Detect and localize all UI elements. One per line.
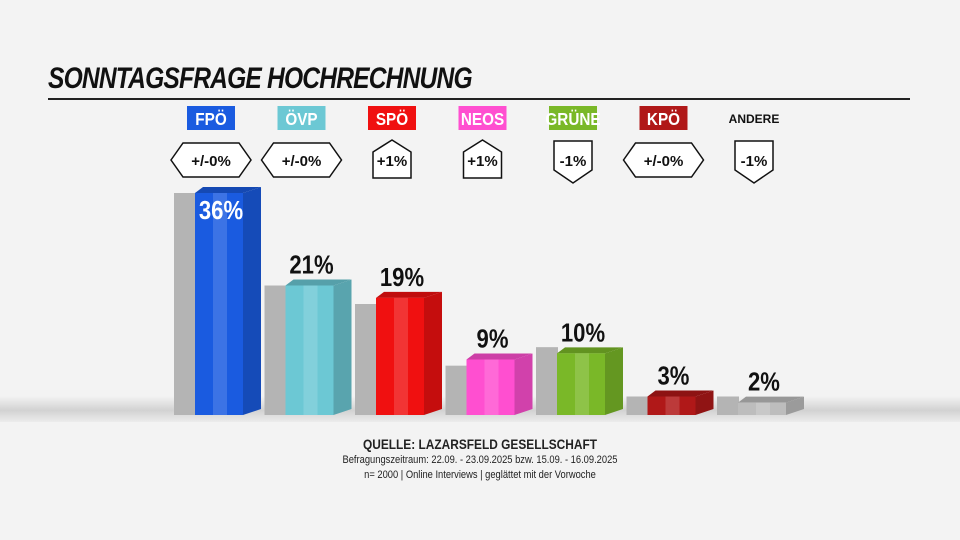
- title-rule: [48, 98, 910, 100]
- party-label: ÖVP: [285, 109, 317, 129]
- bar-side: [695, 390, 714, 415]
- bar-top: [466, 353, 533, 360]
- bar-top: [738, 396, 804, 403]
- change-label: +/-0%: [282, 153, 322, 170]
- party-label-bg: [549, 106, 597, 130]
- previous-bar: [174, 193, 196, 415]
- survey-period: Befragungszeitraum: 22.09. - 23.09.2025 …: [342, 454, 618, 466]
- change-badge: [372, 139, 412, 179]
- bar-side: [786, 396, 804, 415]
- bar-highlight: [303, 285, 318, 415]
- party-label: KPÖ: [647, 109, 680, 129]
- bar-top: [557, 347, 623, 354]
- bar-side: [333, 279, 352, 415]
- change-badge: [622, 142, 705, 178]
- bar-highlight: [394, 297, 408, 415]
- previous-bar: [445, 365, 468, 415]
- bar-side: [605, 347, 623, 415]
- party-label-bg: [458, 106, 507, 130]
- bar-side: [424, 291, 442, 415]
- change-label: +1%: [377, 153, 407, 170]
- bar-highlight: [756, 402, 770, 415]
- party-label-bg: [187, 106, 235, 130]
- value-label: 3%: [658, 362, 690, 391]
- bar-top: [285, 279, 352, 286]
- party-label: ANDERE: [729, 112, 780, 126]
- previous-bar: [626, 396, 649, 415]
- change-label: +1%: [467, 153, 497, 170]
- change-badge: [553, 140, 593, 184]
- survey-note: n= 2000 | Online Interviews | geglättet …: [364, 469, 596, 481]
- bar-top: [647, 390, 714, 397]
- party-label: GRÜNE: [545, 109, 600, 129]
- party-label: SPÖ: [376, 109, 408, 129]
- bar-highlight: [484, 359, 499, 415]
- change-label: +/-0%: [644, 153, 684, 170]
- bar-highlight: [575, 353, 589, 415]
- party-label: NEOS: [461, 109, 504, 129]
- bar-side: [243, 187, 261, 415]
- value-label: 36%: [199, 196, 243, 225]
- value-label: 19%: [380, 263, 424, 292]
- bar-highlight: [665, 396, 680, 415]
- source: QUELLE: LAZARSFELD GESELLSCHAFT: [362, 436, 598, 452]
- change-badge: [170, 142, 252, 178]
- previous-bar: [717, 396, 739, 415]
- party-label-bg: [277, 106, 326, 130]
- previous-bar: [355, 304, 377, 415]
- value-label: 10%: [561, 319, 605, 348]
- chart-title: SONNTAGSFRAGE HOCHRECHNUNG: [48, 62, 473, 95]
- change-badge: [462, 139, 503, 179]
- party-label-bg: [639, 106, 688, 130]
- bar-top: [376, 291, 442, 298]
- change-label: -1%: [560, 153, 587, 170]
- change-badge: [260, 142, 343, 178]
- value-label: 2%: [748, 368, 780, 397]
- value-label: 9%: [477, 325, 509, 354]
- bar-top: [195, 187, 261, 193]
- bar-side: [514, 353, 533, 415]
- change-badge: [734, 140, 774, 184]
- previous-bar: [536, 347, 558, 415]
- value-label: 21%: [289, 251, 333, 280]
- previous-bar: [264, 285, 287, 415]
- change-label: -1%: [741, 153, 768, 170]
- bar-highlight: [213, 193, 227, 415]
- party-label: FPÖ: [195, 109, 226, 129]
- change-label: +/-0%: [191, 153, 231, 170]
- party-label-bg: [368, 106, 416, 130]
